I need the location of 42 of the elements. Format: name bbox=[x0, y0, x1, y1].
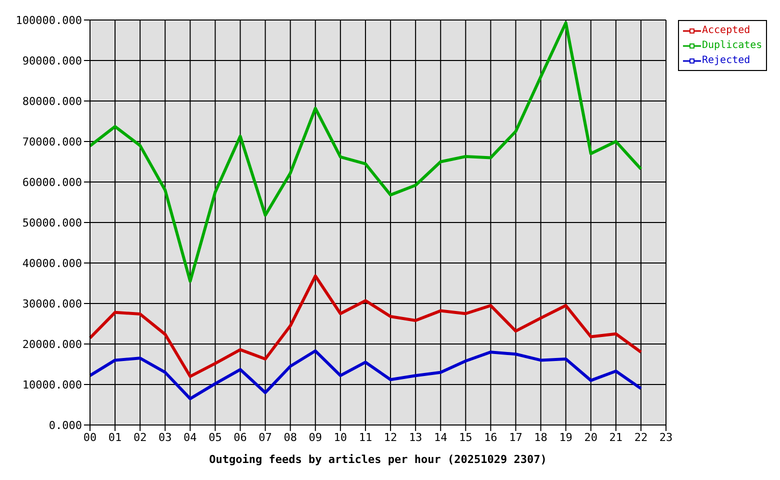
x-tick-label: 19 bbox=[559, 430, 572, 444]
legend-label: Accepted bbox=[702, 24, 750, 38]
y-tick-label: 10000.000 bbox=[22, 378, 82, 392]
y-tick-label: 20000.000 bbox=[22, 338, 82, 351]
y-tick-label: 60000.000 bbox=[22, 176, 82, 189]
x-tick-label: 22 bbox=[634, 430, 648, 444]
legend-label: Rejected bbox=[702, 54, 750, 68]
y-tick-label: 50000.000 bbox=[22, 216, 82, 230]
y-tick-label: 90000.000 bbox=[22, 54, 82, 68]
y-tick-label: 70000.000 bbox=[22, 135, 82, 148]
line-series bbox=[88, 274, 642, 378]
y-tick-label: 80000.000 bbox=[22, 94, 82, 108]
x-tick-label: 10 bbox=[334, 430, 348, 444]
x-tick-label: 02 bbox=[133, 430, 147, 444]
x-tick-label: 17 bbox=[509, 430, 522, 444]
x-tick-label: 01 bbox=[108, 430, 122, 444]
y-tick-label: 0.000 bbox=[48, 418, 82, 432]
x-axis-title: Outgoing feeds by articles per hour (20251029 2307) bbox=[209, 453, 547, 466]
x-tick-label: 09 bbox=[308, 430, 322, 444]
line-series bbox=[88, 349, 642, 400]
x-tick-label: 05 bbox=[208, 430, 222, 444]
x-tick-label: 06 bbox=[234, 430, 247, 444]
x-tick-label: 20 bbox=[584, 430, 598, 444]
legend-label: Duplicates bbox=[702, 39, 762, 53]
x-tick-label: 11 bbox=[358, 430, 372, 444]
y-tick-label: 40000.000 bbox=[22, 256, 82, 270]
x-tick-label: 13 bbox=[408, 430, 422, 444]
x-tick-label: 08 bbox=[284, 430, 297, 444]
x-tick-label: 23 bbox=[659, 430, 673, 444]
x-tick-label: 00 bbox=[83, 430, 97, 444]
x-tick-label: 16 bbox=[484, 430, 498, 444]
x-tick-label: 03 bbox=[158, 430, 172, 444]
x-tick-label: 04 bbox=[184, 430, 198, 444]
x-tick-label: 21 bbox=[609, 430, 623, 444]
x-tick-label: 14 bbox=[434, 430, 448, 444]
x-tick-label: 15 bbox=[459, 430, 472, 444]
x-tick-label: 18 bbox=[534, 430, 548, 444]
x-tick-label: 12 bbox=[384, 430, 398, 444]
x-tick-label: 07 bbox=[258, 430, 272, 444]
y-tick-label: 30000.000 bbox=[22, 297, 82, 310]
y-tick-label: 100000.000 bbox=[16, 14, 82, 27]
line-series bbox=[88, 21, 642, 283]
